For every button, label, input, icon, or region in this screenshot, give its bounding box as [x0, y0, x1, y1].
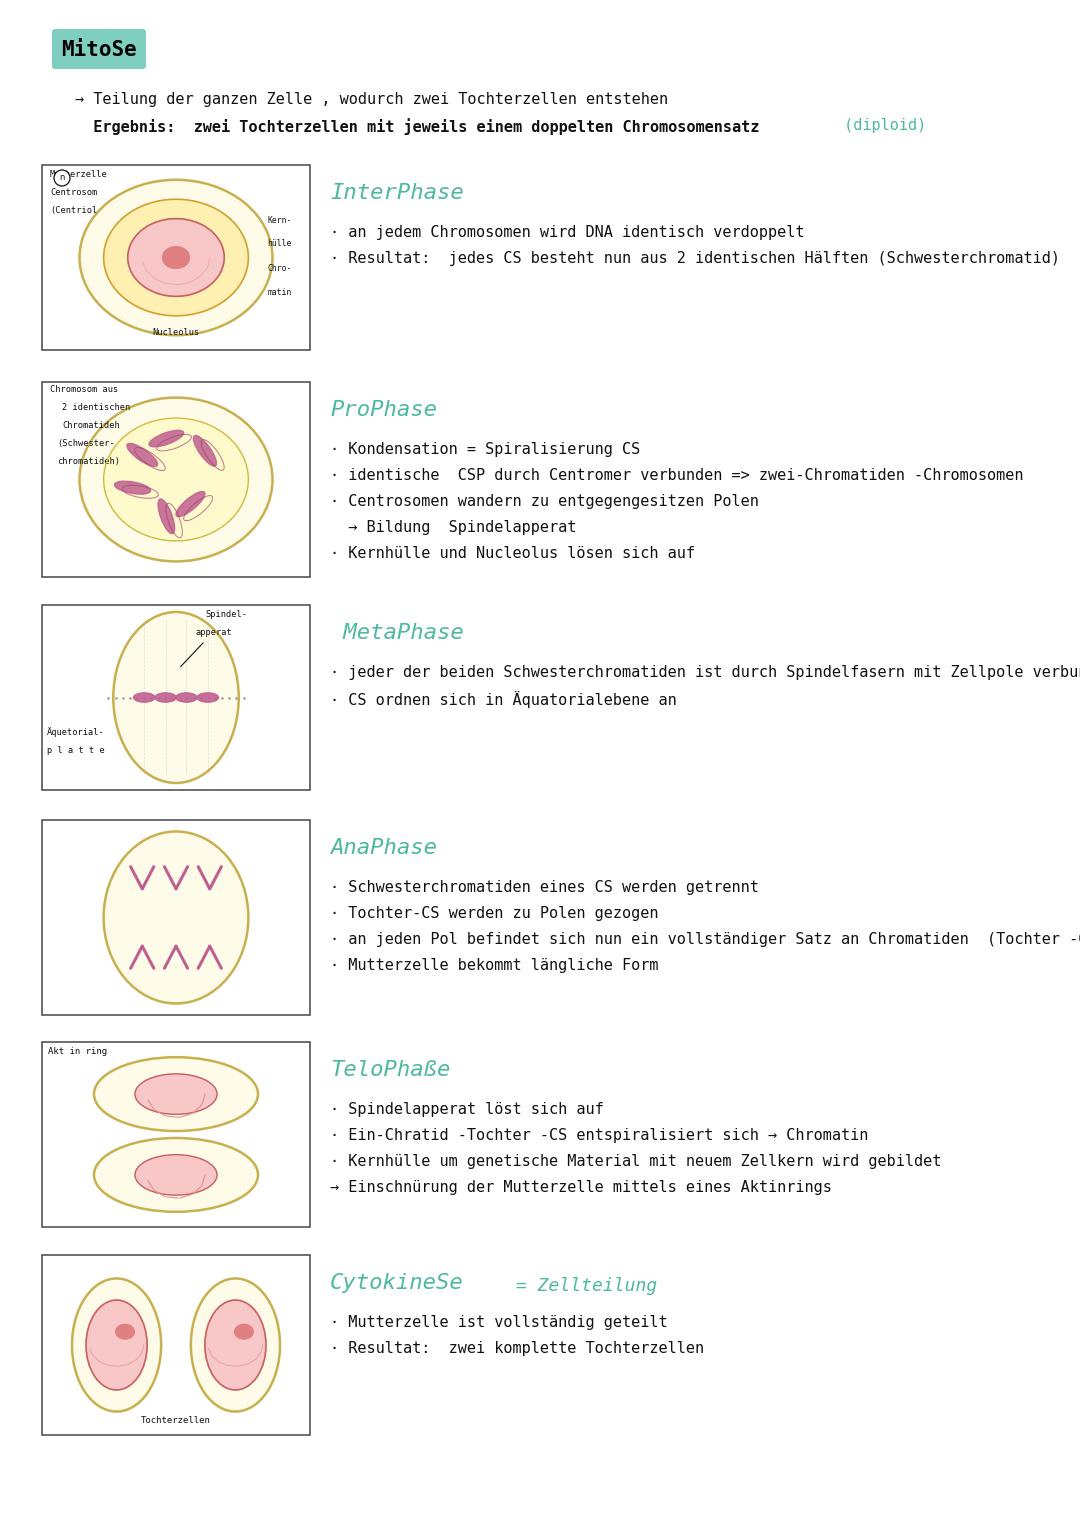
Text: chromatideh): chromatideh) — [57, 457, 120, 466]
Ellipse shape — [134, 693, 154, 702]
Text: MetaPhase: MetaPhase — [330, 623, 463, 643]
Text: CytokineSe: CytokineSe — [330, 1274, 463, 1293]
Text: Mutterzelle: Mutterzelle — [50, 169, 108, 179]
Text: · Kernhülle und Nucleolus lösen sich auf: · Kernhülle und Nucleolus lösen sich auf — [330, 547, 696, 560]
Text: p l a t t e: p l a t t e — [48, 747, 105, 754]
Text: · Spindelapperat löst sich auf: · Spindelapperat löst sich auf — [330, 1102, 604, 1116]
Text: (Centriol: (Centriol — [50, 206, 97, 215]
Ellipse shape — [94, 1057, 258, 1132]
Text: TeloPhaße: TeloPhaße — [330, 1060, 450, 1080]
Text: · Mutterzelle bekommt längliche Form: · Mutterzelle bekommt längliche Form — [330, 957, 659, 973]
Ellipse shape — [80, 397, 272, 562]
Text: · Resultat:  jedes CS besteht nun aus 2 identischen Hälften (Schwesterchromatid): · Resultat: jedes CS besteht nun aus 2 i… — [330, 250, 1059, 266]
Text: Centrosom: Centrosom — [50, 188, 97, 197]
Bar — [42, 605, 310, 789]
Ellipse shape — [198, 693, 218, 702]
Ellipse shape — [149, 431, 184, 447]
Ellipse shape — [176, 693, 197, 702]
Ellipse shape — [104, 418, 248, 541]
Text: Akt in ring: Akt in ring — [48, 1048, 107, 1057]
Ellipse shape — [191, 1278, 280, 1411]
Ellipse shape — [127, 218, 225, 296]
Ellipse shape — [176, 492, 205, 516]
Text: InterPhase: InterPhase — [330, 183, 463, 203]
Text: → Teilung der ganzen Zelle , wodurch zwei Tochterzellen entstehen: → Teilung der ganzen Zelle , wodurch zwe… — [75, 92, 669, 107]
Bar — [42, 382, 310, 577]
Ellipse shape — [104, 832, 248, 1003]
Ellipse shape — [104, 199, 248, 316]
Circle shape — [54, 169, 70, 186]
Text: → Bildung  Spindelapperat: → Bildung Spindelapperat — [330, 521, 577, 534]
Ellipse shape — [80, 180, 272, 336]
Text: · jeder der beiden Schwesterchromatiden ist durch Spindelfasern mit Zellpole ver: · jeder der beiden Schwesterchromatiden … — [330, 664, 1080, 680]
Ellipse shape — [116, 1324, 134, 1339]
Text: Spindel-: Spindel- — [205, 609, 247, 618]
Ellipse shape — [114, 481, 151, 495]
Ellipse shape — [135, 1154, 217, 1196]
Text: Chro-: Chro- — [268, 264, 292, 273]
Text: Nucleolus: Nucleolus — [152, 328, 200, 337]
Text: AnaPhase: AnaPhase — [330, 838, 437, 858]
Text: · an jeden Pol befindet sich nun ein vollständiger Satz an Chromatiden  (Tochter: · an jeden Pol befindet sich nun ein vol… — [330, 931, 1080, 947]
Text: · Kondensation = Spiralisierung CS: · Kondensation = Spiralisierung CS — [330, 441, 640, 457]
FancyBboxPatch shape — [52, 29, 146, 69]
Ellipse shape — [158, 499, 175, 534]
Text: ProPhase: ProPhase — [330, 400, 437, 420]
Text: → Einschnürung der Mutterzelle mittels eines Aktinrings: → Einschnürung der Mutterzelle mittels e… — [330, 1180, 832, 1196]
Text: · Tochter-CS werden zu Polen gezogen: · Tochter-CS werden zu Polen gezogen — [330, 906, 659, 921]
Text: · Mutterzelle ist vollständig geteilt: · Mutterzelle ist vollständig geteilt — [330, 1315, 667, 1330]
Text: Äquetorial-: Äquetorial- — [48, 727, 105, 738]
Text: Tochterzellen: Tochterzellen — [141, 1416, 211, 1425]
Text: matin: matin — [268, 287, 292, 296]
Text: apperat: apperat — [195, 628, 232, 637]
Ellipse shape — [113, 612, 239, 783]
Text: = Zellteilung: = Zellteilung — [505, 1277, 658, 1295]
Text: · identische  CSP durch Centromer verbunden => zwei-Chromatiden -Chromosomen: · identische CSP durch Centromer verbund… — [330, 467, 1024, 483]
Text: MitoSe: MitoSe — [62, 40, 137, 60]
Text: n: n — [59, 174, 65, 183]
Text: · Schwesterchromatiden eines CS werden getrennt: · Schwesterchromatiden eines CS werden g… — [330, 880, 759, 895]
Text: Ergebnis:  zwei Tochterzellen mit jeweils einem doppelten Chromosomensatz: Ergebnis: zwei Tochterzellen mit jeweils… — [75, 118, 759, 134]
Bar — [42, 1255, 310, 1435]
Ellipse shape — [234, 1324, 254, 1339]
Text: · Centrosomen wandern zu entgegengesitzen Polen: · Centrosomen wandern zu entgegengesitze… — [330, 495, 759, 508]
Ellipse shape — [162, 247, 189, 269]
Ellipse shape — [86, 1299, 147, 1390]
Text: · Resultat:  zwei komplette Tochterzellen: · Resultat: zwei komplette Tochterzellen — [330, 1341, 704, 1356]
Text: 2 identischen: 2 identischen — [62, 403, 131, 412]
Bar — [42, 820, 310, 1015]
Text: (Schwester-: (Schwester- — [57, 438, 114, 447]
Text: · Kernhülle um genetische Material mit neuem Zellkern wird gebildet: · Kernhülle um genetische Material mit n… — [330, 1154, 942, 1170]
Ellipse shape — [205, 1299, 266, 1390]
Bar — [42, 1041, 310, 1228]
Text: hülle: hülle — [268, 238, 292, 247]
Ellipse shape — [94, 1138, 258, 1212]
Text: Chromosom aus: Chromosom aus — [50, 385, 118, 394]
Ellipse shape — [154, 693, 176, 702]
Ellipse shape — [135, 1073, 217, 1115]
Ellipse shape — [193, 435, 216, 466]
Ellipse shape — [72, 1278, 161, 1411]
Text: · CS ordnen sich in Äquatorialebene an: · CS ordnen sich in Äquatorialebene an — [330, 692, 677, 709]
Ellipse shape — [126, 443, 158, 466]
Text: · Ein-Chratid -Tochter -CS entspiralisiert sich → Chromatin: · Ein-Chratid -Tochter -CS entspiralisie… — [330, 1128, 868, 1144]
Text: Chromatideh: Chromatideh — [62, 421, 120, 431]
Text: Kern-: Kern- — [268, 215, 292, 224]
Bar — [42, 165, 310, 350]
Text: · an jedem Chromosomen wird DNA identisch verdoppelt: · an jedem Chromosomen wird DNA identisc… — [330, 224, 805, 240]
Text: (diploid): (diploid) — [835, 118, 927, 133]
